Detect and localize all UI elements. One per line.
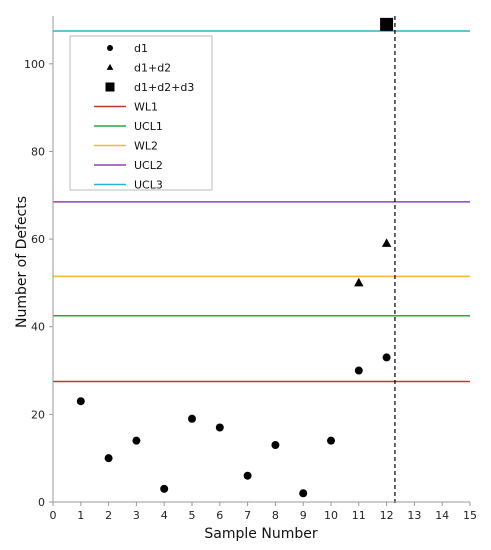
point-d1 [215,423,224,432]
point-d1-plus-d2-plus-d3 [380,17,394,31]
legend-label: WL1 [134,101,158,114]
y-tick-label: 100 [24,58,45,71]
y-tick-label: 40 [31,321,45,334]
point-d1 [327,436,335,445]
x-tick-label: 5 [189,509,196,522]
legend-label: WL2 [134,140,158,153]
x-tick-label: 15 [463,509,477,522]
point-d1 [299,489,308,498]
x-tick-label: 11 [352,509,366,522]
x-tick-label: 0 [50,509,57,522]
x-tick-label: 2 [105,509,112,522]
point-d1 [160,484,169,493]
point-d1 [354,366,363,375]
legend-label: d1+d2+d3 [134,81,194,94]
x-tick-label: 12 [380,509,394,522]
x-tick-label: 8 [272,509,279,522]
x-tick-label: 13 [407,509,421,522]
point-d1 [382,353,391,362]
x-tick-label: 7 [244,509,251,522]
point-d1 [188,414,196,423]
legend-marker-d1 [107,45,113,51]
point-d1-plus-d2 [381,238,392,247]
x-tick-label: 14 [435,509,449,522]
legend-marker-d1-plus-d2-plus-d3 [105,82,115,92]
legend-label: UCL3 [134,179,163,192]
x-axis-title: Sample Number [204,526,317,542]
legend-label: UCL1 [134,120,163,133]
legend-label: d1+d2 [134,62,171,75]
x-tick-label: 1 [77,509,84,522]
point-d1 [76,397,85,406]
y-tick-label: 20 [31,408,45,421]
y-tick-label: 80 [31,145,45,158]
point-d1-plus-d2 [354,277,364,287]
y-tick-label: 60 [31,233,45,246]
y-tick-label: 0 [38,496,45,509]
y-axis-title: Number of Defects [14,196,30,328]
legend-box [69,35,213,191]
legend-label: d1 [134,42,148,55]
x-tick-label: 4 [161,509,168,522]
plot-area [53,16,470,506]
legend-marker-d1-plus-d2 [106,63,114,70]
point-d1 [271,441,280,450]
legend-label: UCL2 [134,159,163,172]
legend: d1 d1+d2 d1+d2+d3 WL1 UCL1 WL2 UCL2 UCL3 [69,35,213,192]
point-d1 [104,454,113,463]
x-tick-label: 9 [300,509,307,522]
x-tick-label: 10 [324,509,338,522]
x-tick-label: 3 [133,509,140,522]
x-tick-label: 6 [216,509,223,522]
data-points [76,17,394,498]
point-d1 [243,471,252,480]
point-d1 [132,436,141,445]
